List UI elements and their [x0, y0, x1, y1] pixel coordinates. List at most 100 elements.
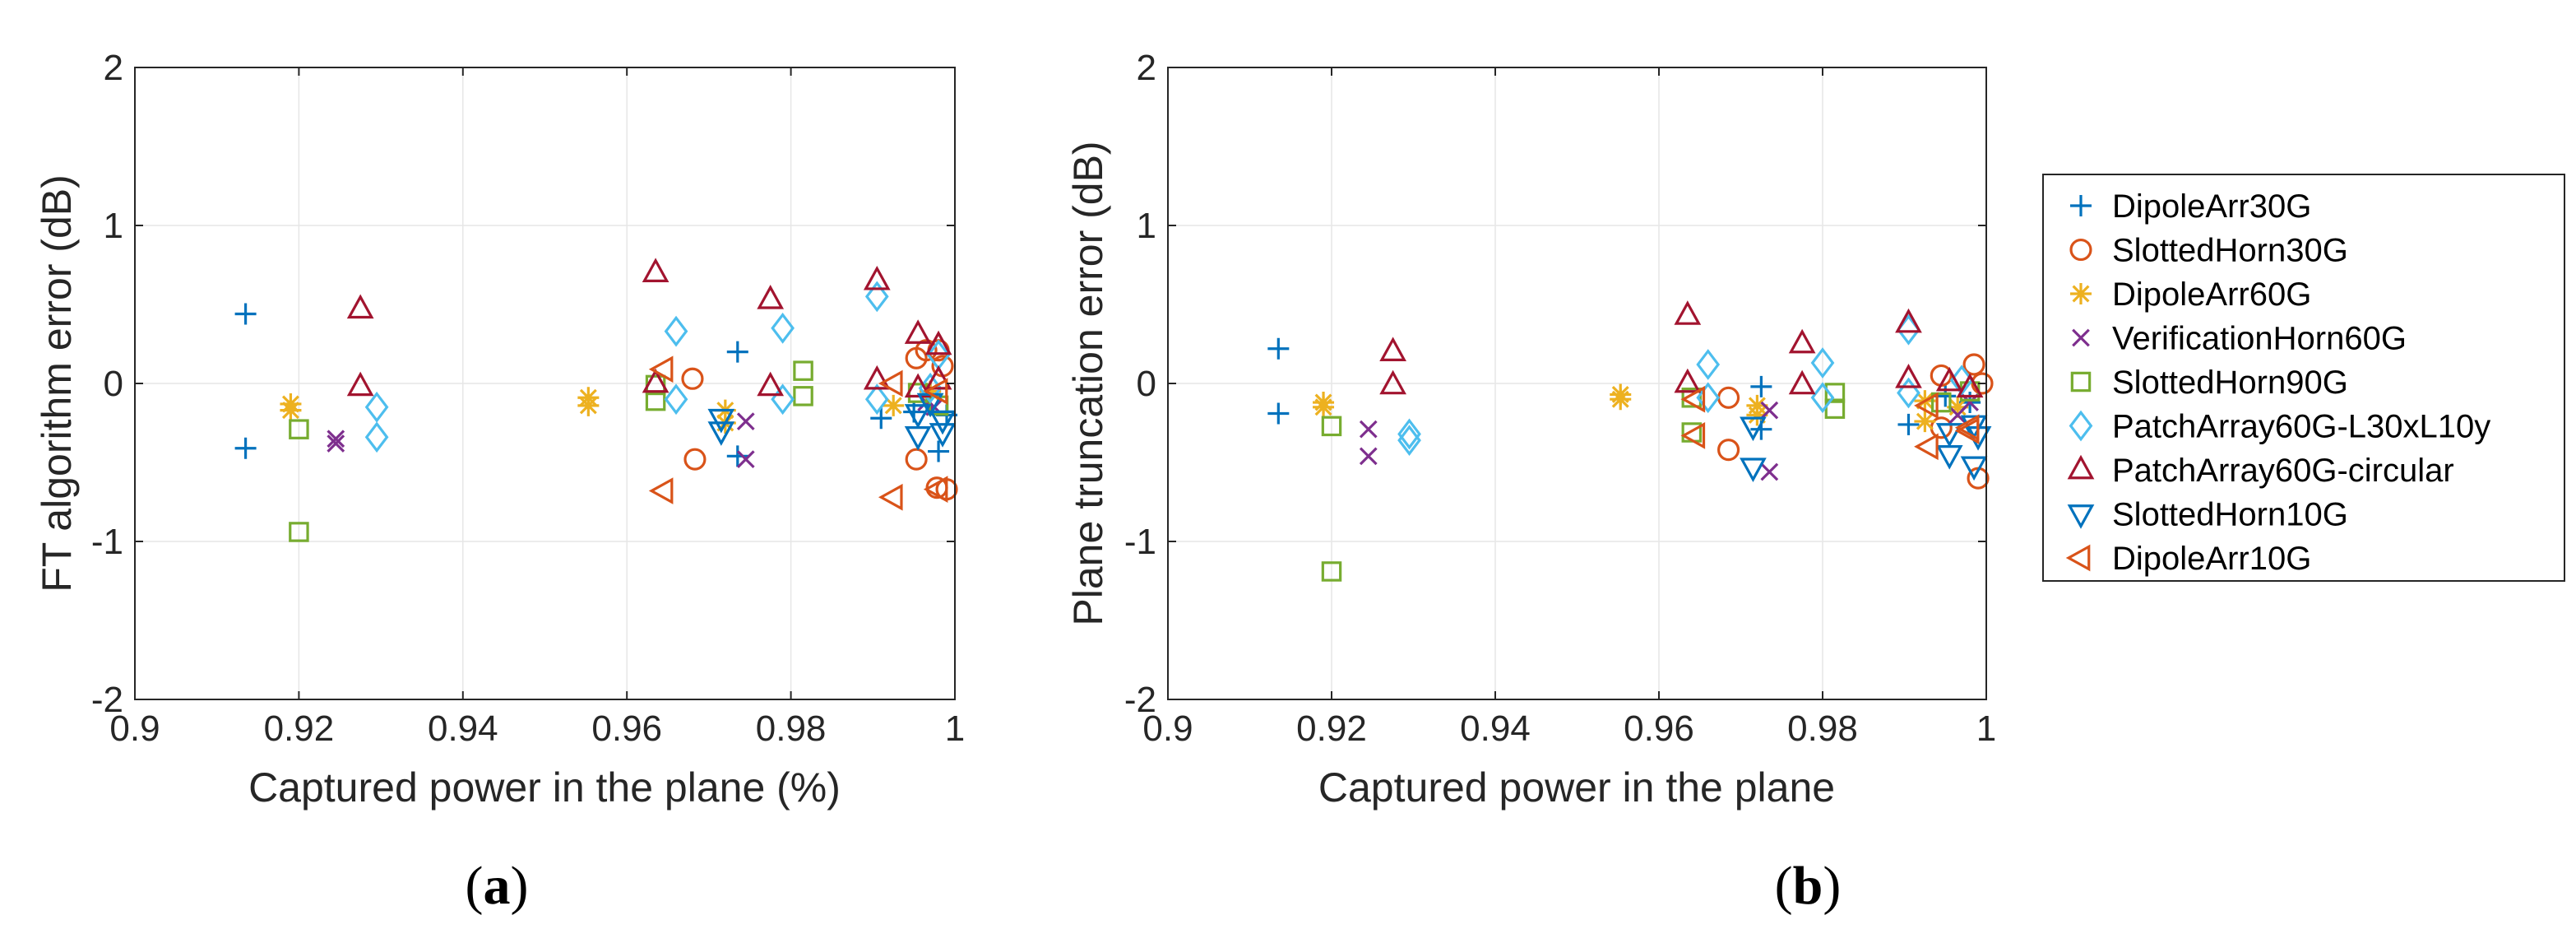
point-slottedhorn30g [681, 367, 704, 390]
plot-b-ytick-label: 1 [1137, 206, 1156, 246]
point-patcharray60g-circular [863, 265, 891, 290]
point-patcharray60g-l30xl10y [864, 281, 889, 313]
point-patcharray60g-circular [642, 258, 669, 282]
plot-a-xtick-label: 1 [945, 708, 965, 749]
point-patcharray60g-l30xl10y [1397, 425, 1421, 457]
legend-label-slottedhorn10g: SlottedHorn10G [2112, 497, 2348, 533]
point-verificationhorn60g [1359, 420, 1378, 439]
point-dipolearr10g [648, 477, 674, 504]
point-dipolearr10g [923, 476, 948, 504]
legend-items: DipoleArr30G SlottedHorn30G DipoleArr60G Ve… [2065, 188, 2490, 577]
legend-box [2042, 174, 2565, 582]
point-slottedhorn10g [929, 410, 957, 435]
point-dipolearr30g [870, 407, 892, 430]
point-slottedhorn30g [915, 339, 938, 362]
point-dipolearr30g [726, 341, 748, 363]
point-patcharray60g-l30xl10y [364, 391, 389, 423]
point-patcharray60g-circular [757, 371, 785, 397]
point-patcharray60g-circular [1895, 363, 1922, 388]
legend-marker-slottedhorn10g [2067, 504, 2095, 529]
plot-a: 0.9 0.92 0.94 0.96 0.98 1 -2 -1 0 1 2 Captured pow… [34, 48, 965, 811]
point-patcharray60g-circular [1674, 300, 1702, 325]
plot-a-ytick-label: 0 [104, 364, 123, 404]
point-dipolearr30g [1750, 375, 1772, 397]
point-dipolearr60g [1746, 404, 1768, 426]
point-patcharray60g-l30xl10y [1696, 382, 1721, 414]
point-dipolearr60g [1610, 388, 1632, 411]
point-slottedhorn10g [1935, 423, 1963, 448]
point-patcharray60g-circular [904, 319, 932, 344]
point-slottedhorn10g [1740, 416, 1767, 442]
point-slottedhorn90g [793, 386, 813, 406]
point-patcharray60g-circular [863, 365, 891, 390]
point-patcharray60g-l30xl10y [1810, 382, 1835, 414]
point-slottedhorn30g [1962, 353, 1985, 376]
legend-marker-patcharray60g-circular [2067, 454, 2095, 480]
point-dipolearr10g [1680, 385, 1706, 413]
point-verificationhorn60g [1760, 462, 1779, 481]
plot-a-ticks: 0.9 0.92 0.94 0.96 0.98 1 -2 -1 0 1 2 [91, 48, 965, 749]
point-verificationhorn60g [327, 434, 345, 453]
point-slottedhorn90g [1321, 416, 1342, 437]
plot-a-ytick-label: 1 [104, 206, 123, 246]
plot-a-ytick-label: 2 [104, 48, 123, 88]
legend: DipoleArr30G SlottedHorn30G DipoleArr60G Ve… [2042, 174, 2565, 582]
legend-label-verificationhorn60g: VerificationHorn60G [2112, 321, 2407, 357]
point-patcharray60g-circular [904, 373, 932, 398]
point-verificationhorn60g [327, 430, 345, 448]
point-patcharray60g-circular [1788, 328, 1816, 354]
plot-b-xtick-label: 0.92 [1296, 708, 1367, 749]
point-patcharray60g-circular [346, 371, 374, 397]
point-dipolearr60g [883, 394, 905, 416]
plot-a-ytick-label: -2 [91, 680, 123, 720]
legend-label-patcharray60g-circular: PatchArray60G-circular [2112, 453, 2454, 489]
point-patcharray60g-circular [1379, 369, 1406, 395]
point-slottedhorn90g [1824, 398, 1846, 419]
point-slottedhorn30g [1717, 439, 1740, 462]
point-patcharray60g-circular [1674, 368, 1702, 393]
point-dipolearr10g [648, 355, 674, 383]
point-slottedhorn10g [904, 426, 932, 451]
legend-label-dipolearr10g: DipoleArr10G [2112, 541, 2311, 577]
legend-label-patcharray60g-l30xl10y: PatchArray60G-L30xL10y [2112, 409, 2490, 445]
legend-label-slottedhorn30g: SlottedHorn30G [2112, 233, 2348, 269]
point-dipolearr30g [234, 303, 257, 325]
plot-a-xtick-label: 0.92 [264, 708, 335, 749]
point-slottedhorn90g [793, 360, 813, 381]
point-dipolearr10g [923, 378, 948, 405]
plot-b-xtick-label: 1 [1976, 708, 1996, 749]
plot-a-ytick-label: -1 [91, 522, 123, 562]
point-patcharray60g-circular [924, 365, 952, 390]
point-dipolearr60g [1313, 396, 1335, 418]
panel-label-b: (b) [1775, 856, 1842, 916]
point-patcharray60g-circular [757, 284, 785, 309]
legend-marker-verificationhorn60g [2072, 328, 2090, 347]
point-patcharray60g-l30xl10y [1397, 418, 1421, 450]
point-slottedhorn10g [1935, 445, 1963, 470]
plot-b-ytick-label: -2 [1124, 680, 1156, 720]
plot-b-xlabel: Captured power in the plane [1318, 764, 1835, 811]
point-patcharray60g-l30xl10y [664, 315, 688, 347]
point-verificationhorn60g [736, 450, 755, 469]
point-slottedhorn90g [1824, 383, 1846, 403]
plot-a-xtick-label: 0.98 [756, 708, 827, 749]
point-patcharray60g-circular [1935, 366, 1963, 392]
point-dipolearr60g [1947, 396, 1969, 418]
legend-marker-slottedhorn90g [2070, 371, 2092, 393]
legend-marker-dipolearr30g [2070, 195, 2092, 216]
plot-b-xtick-label: 0.96 [1624, 708, 1694, 749]
point-slottedhorn90g [289, 419, 309, 439]
plot-b: 0.9 0.92 0.94 0.96 0.98 1 -2 -1 0 1 2 Captured pow… [1065, 48, 1996, 811]
point-patcharray60g-l30xl10y [1810, 347, 1835, 379]
point-dipolearr60g [920, 380, 942, 402]
plot-b-xtick-label: 0.98 [1787, 708, 1858, 749]
point-dipolearr30g [726, 445, 748, 467]
plot-b-ticks: 0.9 0.92 0.94 0.96 0.98 1 -2 -1 0 1 2 [1124, 48, 1996, 749]
point-dipolearr60g [1914, 411, 1936, 433]
legend-marker-patcharray60g-l30xl10y [2069, 410, 2093, 442]
plot-a-markers [234, 258, 958, 542]
legend-marker-dipolearr10g [2065, 544, 2091, 572]
plot-a-ylabel: FT algorithm error (dB) [34, 174, 80, 592]
point-verificationhorn60g [1760, 401, 1779, 420]
